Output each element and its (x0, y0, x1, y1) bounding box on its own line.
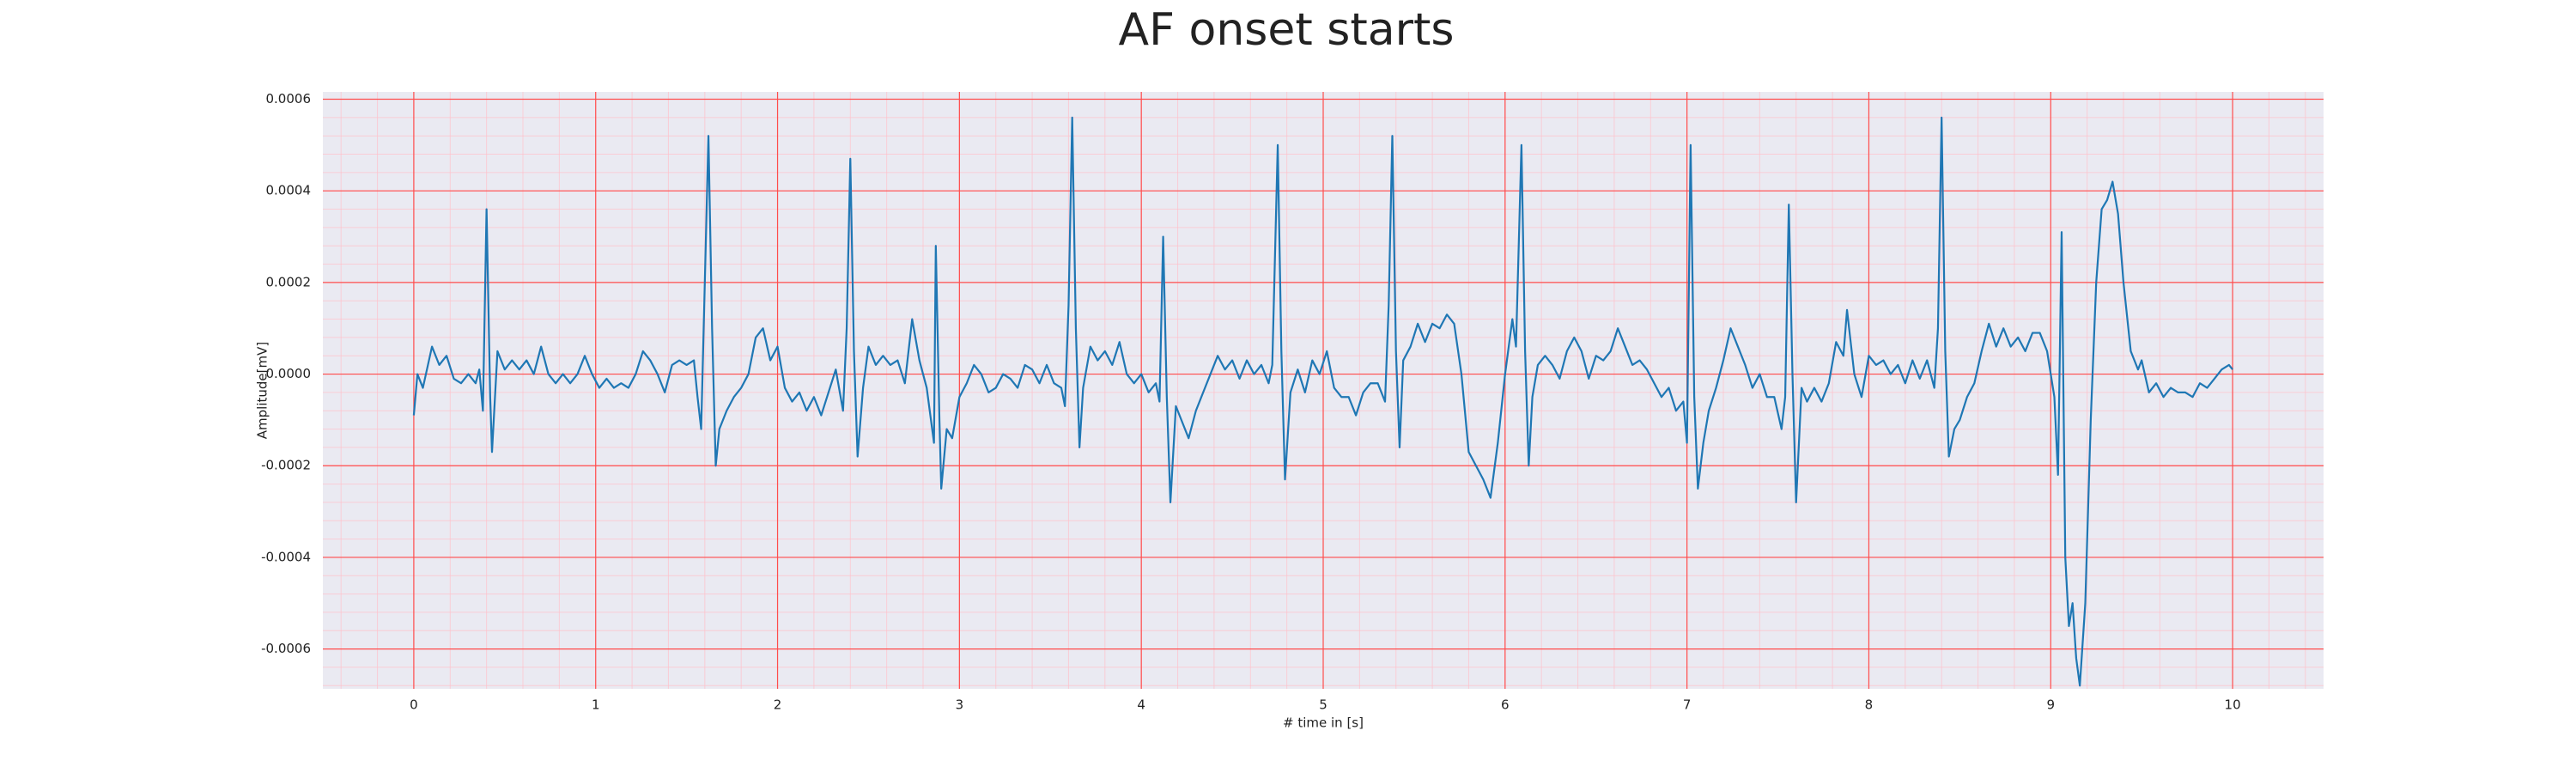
chart-title: AF onset starts (1119, 4, 1455, 56)
y-tick-label: -0.0006 (261, 641, 311, 656)
x-tick-label: 4 (1137, 697, 1145, 713)
y-tick-label: 0.0000 (266, 366, 312, 381)
y-tick-label: 0.0002 (266, 274, 312, 289)
x-tick-label: 5 (1319, 697, 1327, 713)
y-axis-label: Amplitude[mV] (255, 342, 270, 439)
x-tick-label: 1 (592, 697, 600, 713)
x-tick-label: 2 (774, 697, 782, 713)
x-tick-label: 9 (2046, 697, 2055, 713)
y-tick-label: -0.0002 (261, 458, 311, 473)
x-tick-label: 8 (1865, 697, 1874, 713)
x-tick-label: 3 (956, 697, 964, 713)
x-tick-label: 0 (410, 697, 418, 713)
x-tick-label: 6 (1501, 697, 1510, 713)
y-tick-label: -0.0004 (261, 549, 311, 564)
signal-line (412, 116, 2233, 687)
y-tick-label: 0.0004 (266, 183, 312, 198)
y-tick-label: 0.0006 (266, 91, 312, 107)
x-axis-label: # time in [s] (1283, 715, 1364, 731)
x-tick-label: 7 (1683, 697, 1692, 713)
x-tick-label: 10 (2225, 697, 2241, 713)
